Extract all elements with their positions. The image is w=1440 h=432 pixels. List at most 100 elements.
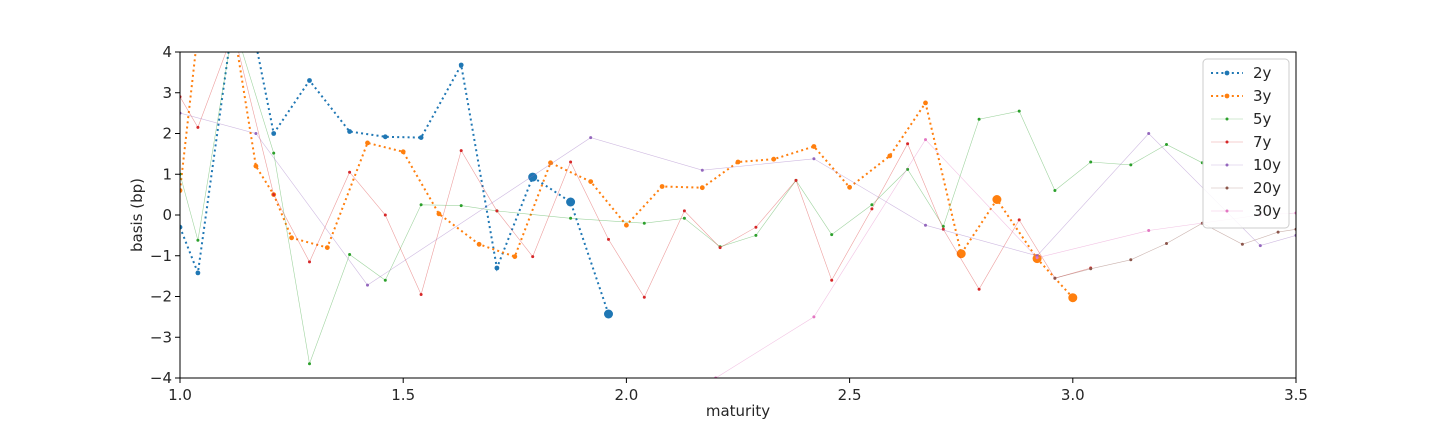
data-point-3y <box>548 160 553 166</box>
x-tick-label: 2.0 <box>614 386 638 404</box>
y-tick-label: 1 <box>162 165 172 183</box>
data-point-3y <box>365 140 370 146</box>
data-point-5y <box>682 216 686 220</box>
data-point-2y <box>347 129 352 134</box>
data-point-2y <box>528 172 538 182</box>
data-point-7y <box>870 207 874 211</box>
data-point-5y <box>1053 189 1057 192</box>
series-line-3y <box>180 52 1074 299</box>
data-point-3y <box>436 211 442 217</box>
data-point-3y <box>196 29 201 34</box>
legend-marker <box>1224 70 1230 76</box>
data-point-3y <box>588 179 594 185</box>
data-point-3y <box>735 159 741 165</box>
data-point-2y <box>382 134 388 140</box>
legend-marker <box>1225 117 1229 121</box>
data-point-5y <box>941 224 945 228</box>
data-point-3y <box>956 249 966 259</box>
data-point-3y <box>324 245 330 251</box>
data-point-30y <box>1147 229 1151 232</box>
data-point-3y <box>847 184 852 190</box>
data-point-5y <box>1129 163 1133 167</box>
series-line-20y <box>1054 222 1296 279</box>
y-tick-label: −1 <box>150 247 172 265</box>
legend-marker <box>1224 93 1230 99</box>
data-point-5y <box>459 204 463 208</box>
data-point-5y <box>308 362 311 366</box>
y-tick-label: −3 <box>150 328 172 346</box>
legend-item-2y: 2y <box>1211 64 1272 82</box>
data-point-7y <box>830 278 834 282</box>
data-point-7y <box>754 225 758 229</box>
data-point-5y <box>977 117 981 121</box>
data-point-7y <box>348 170 352 174</box>
data-point-20y <box>1129 258 1133 262</box>
data-point-3y <box>887 153 893 159</box>
legend-marker <box>1225 140 1229 144</box>
data-point-7y <box>383 213 387 217</box>
data-point-7y <box>718 246 722 250</box>
data-point-30y <box>924 138 927 142</box>
data-point-7y <box>607 237 610 241</box>
data-point-5y <box>196 238 200 242</box>
data-point-3y <box>923 100 928 106</box>
data-point-3y <box>289 235 294 241</box>
data-point-7y <box>495 209 499 213</box>
legend-label: 7y <box>1253 133 1272 151</box>
legend-item-10y: 10y <box>1211 156 1281 174</box>
x-tick-label: 2.5 <box>838 386 862 404</box>
data-point-10y <box>589 136 593 140</box>
data-point-10y <box>1147 132 1151 135</box>
data-point-10y <box>366 283 369 287</box>
legend-label: 20y <box>1253 179 1281 197</box>
data-point-7y <box>419 293 423 296</box>
data-point-5y <box>348 253 352 256</box>
x-tick-label: 1.0 <box>168 386 192 404</box>
y-tick-label: 3 <box>162 84 172 102</box>
x-tick-label: 1.5 <box>391 386 415 404</box>
data-point-3y <box>253 163 259 169</box>
legend-label: 10y <box>1253 156 1281 174</box>
data-point-3y <box>659 184 665 189</box>
y-axis-ticks: −4 −3 −2 −1 0 1 2 3 4 <box>150 43 180 387</box>
data-point-20y <box>1276 230 1280 234</box>
legend: 2y 3y 5y 7y 10y 20y 30y <box>1202 58 1290 229</box>
data-point-2y <box>566 197 576 207</box>
data-point-3y <box>811 144 817 149</box>
data-point-7y <box>906 142 910 146</box>
legend-item-20y: 20y <box>1211 179 1281 197</box>
series-line-7y <box>180 52 1091 298</box>
x-tick-label: 3.5 <box>1284 386 1308 404</box>
data-point-10y <box>1258 244 1262 248</box>
series-5y <box>180 22 1204 366</box>
y-axis-label: basis (bp) <box>128 178 146 252</box>
legend-marker <box>1225 186 1229 190</box>
data-point-5y <box>1165 143 1168 146</box>
data-point-7y <box>642 295 646 299</box>
legend-item-5y: 5y <box>1211 110 1272 128</box>
series-3y <box>180 25 1078 303</box>
data-point-7y <box>794 178 798 182</box>
data-point-2y <box>604 309 613 319</box>
data-point-7y <box>531 255 535 259</box>
data-point-2y <box>418 135 424 141</box>
x-tick-label: 3.0 <box>1061 386 1085 404</box>
data-point-5y <box>232 22 235 25</box>
data-point-7y <box>1017 218 1021 222</box>
data-point-3y <box>231 25 236 30</box>
legend-marker <box>1225 209 1229 213</box>
x-axis-label: maturity <box>706 402 770 420</box>
data-point-7y <box>682 209 686 213</box>
data-point-7y <box>941 227 945 231</box>
data-point-3y <box>180 188 183 193</box>
legend-label: 30y <box>1253 202 1281 220</box>
data-point-10y <box>254 132 258 135</box>
data-point-3y <box>400 149 406 155</box>
data-point-2y <box>458 62 464 68</box>
data-point-5y <box>383 278 387 282</box>
data-point-2y <box>180 224 183 230</box>
data-point-7y <box>977 287 981 291</box>
data-point-5y <box>830 233 834 237</box>
data-point-5y <box>419 203 423 207</box>
